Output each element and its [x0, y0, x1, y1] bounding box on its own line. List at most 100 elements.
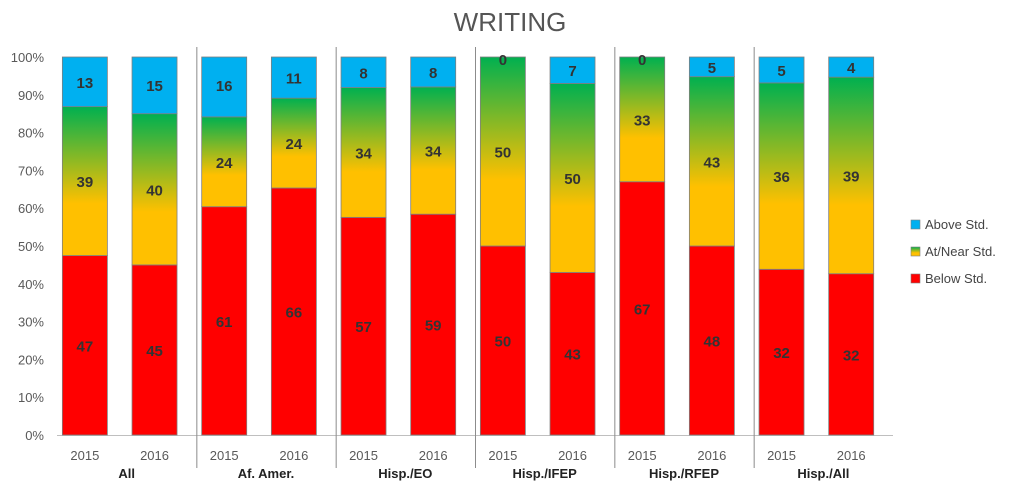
- above-std-segment: [131, 56, 178, 115]
- above-std-segment: [688, 56, 735, 78]
- y-tick-label: 100%: [11, 50, 45, 65]
- below-std-segment: [61, 255, 108, 436]
- data-label: 0: [499, 52, 507, 69]
- below-std-segment: [340, 216, 387, 436]
- at-near-std-segment: [340, 87, 387, 218]
- data-label: 48: [704, 334, 721, 351]
- above-std-segment: [410, 56, 457, 88]
- below-std-segment: [410, 213, 457, 436]
- data-label: 8: [359, 65, 367, 82]
- data-label: 24: [216, 155, 233, 172]
- below-std-segment: [758, 268, 805, 436]
- data-label: 50: [495, 145, 512, 162]
- at-near-std-segment: [410, 86, 457, 215]
- y-tick-label: 30%: [18, 315, 44, 330]
- year-label: 2015: [210, 448, 239, 463]
- data-label: 45: [146, 343, 163, 360]
- above-std-segment: [758, 56, 805, 84]
- below-std-segment: [549, 272, 596, 436]
- data-label: 0: [638, 52, 646, 69]
- data-label: 40: [146, 182, 163, 199]
- at-near-std-segment: [619, 56, 666, 183]
- year-label: 2016: [837, 448, 866, 463]
- year-label: 2016: [140, 448, 169, 463]
- at-near-std-segment: [549, 83, 596, 273]
- group-label: Af. Amer.: [238, 466, 295, 481]
- below-std-segment: [828, 273, 875, 436]
- y-tick-label: 80%: [18, 126, 44, 141]
- year-label: 2015: [488, 448, 517, 463]
- chart-title: WRITING: [454, 7, 567, 37]
- data-label: 5: [708, 60, 716, 77]
- at-near-std-segment: [270, 97, 317, 189]
- data-label: 15: [146, 78, 163, 95]
- below-std-segment: [201, 206, 248, 436]
- data-label: 24: [286, 136, 303, 153]
- data-label: 61: [216, 314, 233, 331]
- year-label: 2016: [697, 448, 726, 463]
- data-label: 32: [843, 347, 860, 364]
- above-std-segment: [549, 56, 596, 84]
- legend-label: At/Near Std.: [925, 244, 996, 259]
- legend-swatch: [910, 246, 921, 257]
- data-label: 47: [77, 338, 94, 355]
- data-label: 34: [355, 145, 372, 162]
- y-tick-label: 90%: [18, 88, 44, 103]
- at-near-std-segment: [201, 116, 248, 208]
- above-std-segment: [340, 56, 387, 88]
- data-label: 5: [777, 63, 785, 80]
- data-label: 43: [704, 154, 721, 171]
- data-label: 50: [495, 334, 512, 351]
- data-label: 8: [429, 65, 437, 82]
- year-label: 2016: [279, 448, 308, 463]
- y-tick-label: 0%: [25, 428, 44, 443]
- group-label: Hisp./RFEP: [649, 466, 719, 481]
- group-label: Hisp./IFEP: [513, 466, 578, 481]
- data-label: 13: [77, 75, 94, 92]
- legend-label: Above Std.: [925, 217, 989, 232]
- data-label: 33: [634, 112, 651, 129]
- above-std-segment: [201, 56, 248, 118]
- year-label: 2015: [628, 448, 657, 463]
- data-label: 7: [568, 63, 576, 80]
- legend-swatch: [910, 273, 921, 284]
- y-tick-label: 20%: [18, 352, 44, 367]
- data-label: 34: [425, 144, 442, 161]
- data-label: 4: [847, 60, 856, 77]
- data-label: 32: [773, 345, 790, 362]
- data-label: 57: [355, 319, 372, 336]
- data-label: 39: [77, 174, 94, 191]
- year-label: 2016: [419, 448, 448, 463]
- data-label: 50: [564, 171, 581, 188]
- above-std-segment: [61, 56, 108, 108]
- at-near-std-segment: [61, 106, 108, 256]
- year-label: 2016: [558, 448, 587, 463]
- y-tick-label: 50%: [18, 239, 44, 254]
- data-label: 11: [286, 71, 302, 88]
- data-label: 66: [286, 304, 303, 321]
- group-label: Hisp./EO: [378, 466, 432, 481]
- below-std-segment: [270, 187, 317, 436]
- group-label: Hisp./All: [797, 466, 849, 481]
- year-label: 2015: [349, 448, 378, 463]
- data-label: 59: [425, 318, 442, 335]
- group-label: All: [118, 466, 135, 481]
- data-label: 36: [773, 169, 790, 186]
- at-near-std-segment: [479, 56, 526, 247]
- at-near-std-segment: [131, 113, 178, 266]
- data-label: 67: [634, 301, 651, 318]
- above-std-segment: [828, 56, 875, 78]
- legend-swatch: [910, 219, 921, 230]
- data-label: 43: [564, 347, 581, 364]
- y-tick-label: 40%: [18, 277, 44, 292]
- below-std-segment: [688, 245, 735, 436]
- y-tick-label: 70%: [18, 163, 44, 178]
- y-tick-label: 10%: [18, 390, 44, 405]
- data-label: 39: [843, 168, 860, 185]
- y-tick-label: 60%: [18, 201, 44, 216]
- below-std-segment: [479, 245, 526, 436]
- at-near-std-segment: [758, 82, 805, 270]
- year-label: 2015: [70, 448, 99, 463]
- legend-label: Below Std.: [925, 271, 987, 286]
